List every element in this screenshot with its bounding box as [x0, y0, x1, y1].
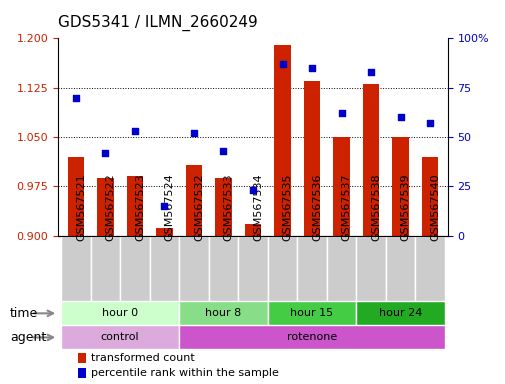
Bar [78, 368, 86, 378]
Text: GSM567522: GSM567522 [105, 173, 115, 241]
Text: GSM567524: GSM567524 [164, 173, 174, 241]
Bar [297, 235, 326, 301]
Bar [179, 235, 208, 301]
Text: hour 15: hour 15 [290, 308, 333, 318]
Bar [267, 301, 356, 325]
Point [337, 110, 345, 116]
Text: agent: agent [10, 331, 46, 344]
Text: time: time [10, 307, 38, 320]
Text: transformed count: transformed count [90, 353, 194, 363]
Text: GSM567521: GSM567521 [76, 173, 86, 241]
Text: rotenone: rotenone [286, 333, 336, 343]
Bar [78, 354, 86, 363]
Bar [362, 84, 378, 235]
Point [308, 65, 316, 71]
Point [189, 130, 197, 136]
Bar [385, 235, 415, 301]
Bar [238, 235, 267, 301]
Bar [392, 137, 408, 235]
Bar [244, 224, 261, 235]
Point [278, 61, 286, 67]
Text: GSM567537: GSM567537 [341, 173, 351, 241]
Point [396, 114, 404, 120]
Point [101, 150, 109, 156]
Text: hour 24: hour 24 [378, 308, 422, 318]
Text: hour 0: hour 0 [102, 308, 138, 318]
Bar [61, 301, 179, 325]
Point [160, 203, 168, 209]
Bar [156, 228, 172, 235]
Text: GSM567536: GSM567536 [312, 173, 321, 241]
Bar [149, 235, 179, 301]
Text: hour 8: hour 8 [205, 308, 241, 318]
Text: control: control [100, 333, 139, 343]
Bar [356, 235, 385, 301]
Text: GDS5341 / ILMN_2660249: GDS5341 / ILMN_2660249 [58, 15, 258, 31]
Bar [90, 235, 120, 301]
Bar [61, 235, 90, 301]
Bar [267, 235, 296, 301]
Bar [179, 301, 267, 325]
Bar [127, 176, 143, 235]
Point [366, 69, 374, 75]
Text: GSM567538: GSM567538 [370, 173, 380, 241]
Bar [68, 157, 84, 235]
Bar [185, 165, 201, 235]
Text: GSM567535: GSM567535 [282, 173, 292, 241]
Point [219, 148, 227, 154]
Bar [215, 178, 231, 235]
Bar [415, 235, 444, 301]
Bar [333, 137, 349, 235]
Text: GSM567539: GSM567539 [400, 173, 410, 241]
Bar [356, 301, 444, 325]
Point [248, 187, 257, 193]
Bar [304, 81, 320, 235]
Text: GSM567532: GSM567532 [193, 173, 204, 241]
Bar [120, 235, 149, 301]
Bar [97, 178, 113, 235]
Text: GSM567540: GSM567540 [429, 173, 439, 241]
Bar [179, 325, 444, 349]
Text: GSM567523: GSM567523 [135, 173, 144, 241]
Text: GSM567533: GSM567533 [223, 173, 233, 241]
Bar [421, 157, 437, 235]
Text: percentile rank within the sample: percentile rank within the sample [90, 368, 278, 378]
Text: GSM567534: GSM567534 [252, 173, 263, 241]
Point [72, 94, 80, 101]
Bar [274, 45, 290, 235]
Bar [208, 235, 238, 301]
Point [425, 120, 433, 126]
Point [131, 128, 139, 134]
Bar [326, 235, 356, 301]
Bar [61, 325, 179, 349]
